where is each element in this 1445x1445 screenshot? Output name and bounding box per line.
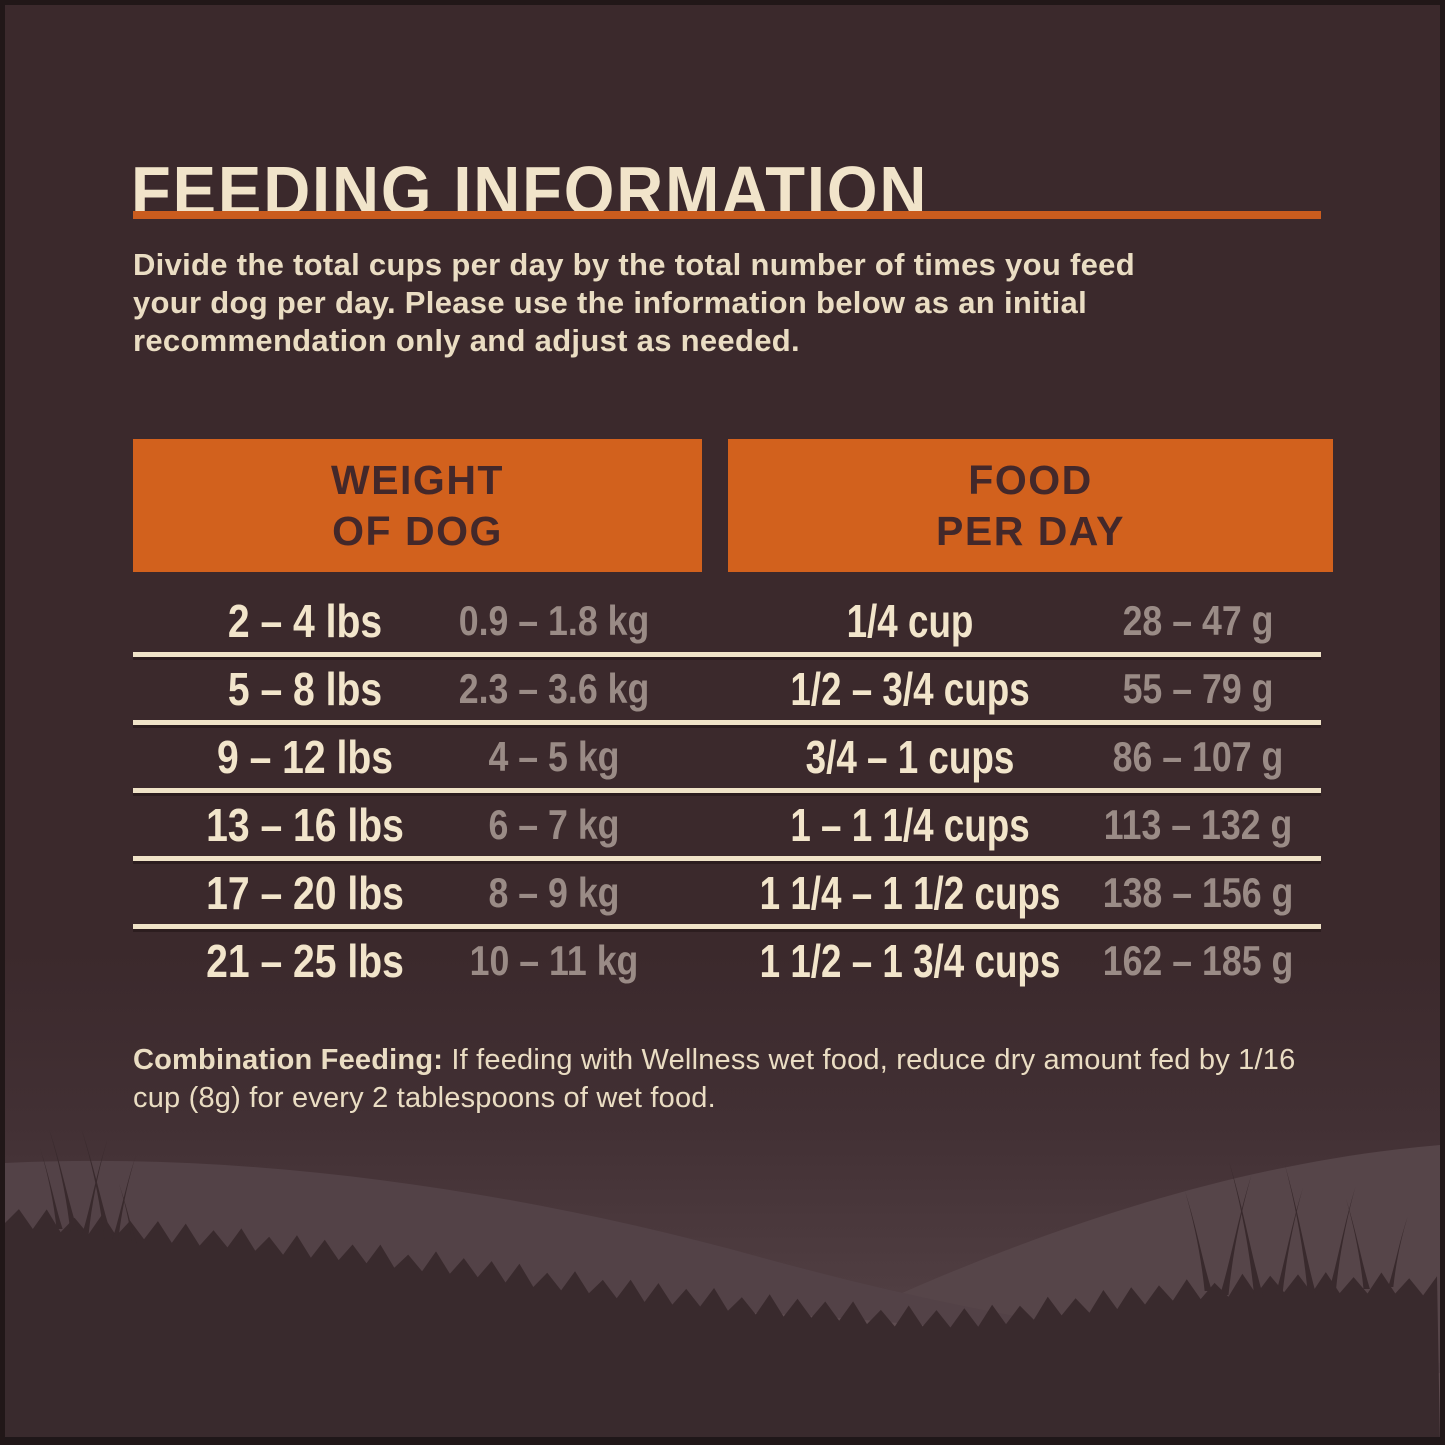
food-header-line2: PER DAY <box>936 507 1125 554</box>
food-per-day-header: FOOD PER DAY <box>728 439 1333 572</box>
intro-text: Divide the total cups per day by the tot… <box>133 246 1135 360</box>
table-row: 13 – 16 lbs 6 – 7 kg 1 – 1 1/4 cups 113 … <box>133 793 1321 856</box>
row-separator <box>133 856 1321 861</box>
food-cups-value: 1 1/4 – 1 1/2 cups <box>759 866 1061 919</box>
feeding-table: 2 – 4 lbs 0.9 – 1.8 kg 1/4 cup 28 – 47 g… <box>133 589 1321 992</box>
weight-kg-value: 0.9 – 1.8 kg <box>458 596 650 644</box>
table-row: 21 – 25 lbs 10 – 11 kg 1 1/2 – 1 3/4 cup… <box>133 929 1321 992</box>
row-separator <box>133 924 1321 929</box>
table-row: 5 – 8 lbs 2.3 – 3.6 kg 1/2 – 3/4 cups 55… <box>133 657 1321 720</box>
grass-silhouette <box>5 1209 1440 1440</box>
weight-lbs-value: 5 – 8 lbs <box>227 662 383 715</box>
food-cups-value: 3/4 – 1 cups <box>805 730 1015 783</box>
weight-lbs-value: 2 – 4 lbs <box>227 594 383 647</box>
food-cups-value: 1 – 1 1/4 cups <box>790 798 1030 851</box>
weight-kg-value: 10 – 11 kg <box>469 936 639 984</box>
weight-kg-value: 4 – 5 kg <box>488 732 620 780</box>
row-separator <box>133 652 1321 657</box>
table-row: 2 – 4 lbs 0.9 – 1.8 kg 1/4 cup 28 – 47 g <box>133 589 1321 652</box>
weight-lbs-value: 9 – 12 lbs <box>216 730 394 783</box>
food-cups-value: 1 1/2 – 1 3/4 cups <box>759 934 1061 987</box>
weight-lbs-value: 17 – 20 lbs <box>206 866 404 919</box>
food-cups-value: 1/2 – 3/4 cups <box>790 662 1030 715</box>
combination-feeding-note: Combination Feeding: If feeding with Wel… <box>133 1041 1383 1117</box>
title-underline <box>133 211 1321 219</box>
row-separator <box>133 788 1321 793</box>
weight-lbs-value: 13 – 16 lbs <box>206 798 404 851</box>
food-grams-value: 113 – 132 g <box>1103 800 1293 848</box>
intro-line: Divide the total cups per day by the tot… <box>133 247 1135 282</box>
weight-header-line1: WEIGHT <box>331 456 504 503</box>
food-cups-value: 1/4 cup <box>846 594 974 647</box>
weight-kg-value: 8 – 9 kg <box>488 868 620 916</box>
note-line: cup (8g) for every 2 tablespoons of wet … <box>133 1082 716 1114</box>
note-lead: Combination Feeding: <box>133 1044 444 1076</box>
intro-line: your dog per day. Please use the informa… <box>133 285 1087 320</box>
food-grams-value: 55 – 79 g <box>1122 664 1274 712</box>
landscape-silhouette <box>5 1128 1440 1440</box>
weight-kg-value: 2.3 – 3.6 kg <box>458 664 650 712</box>
bottom-edge-strip <box>5 1437 1440 1440</box>
food-grams-value: 138 – 156 g <box>1102 868 1294 916</box>
weight-kg-value: 6 – 7 kg <box>488 800 620 848</box>
food-grams-value: 162 – 185 g <box>1102 936 1294 984</box>
table-row: 17 – 20 lbs 8 – 9 kg 1 1/4 – 1 1/2 cups … <box>133 861 1321 924</box>
weight-lbs-value: 21 – 25 lbs <box>206 934 404 987</box>
row-separator <box>133 720 1321 725</box>
note-text: If feeding with Wellness wet food, reduc… <box>443 1044 1296 1076</box>
note-line: Combination Feeding: If feeding with Wel… <box>133 1041 1383 1079</box>
food-grams-value: 28 – 47 g <box>1122 596 1274 644</box>
table-row: 9 – 12 lbs 4 – 5 kg 3/4 – 1 cups 86 – 10… <box>133 725 1321 788</box>
intro-line: recommendation only and adjust as needed… <box>133 323 800 358</box>
food-header-line1: FOOD <box>968 456 1093 503</box>
weight-of-dog-header: WEIGHT OF DOG <box>133 439 702 572</box>
weight-header-line2: OF DOG <box>332 507 503 554</box>
food-grams-value: 86 – 107 g <box>1112 732 1284 780</box>
